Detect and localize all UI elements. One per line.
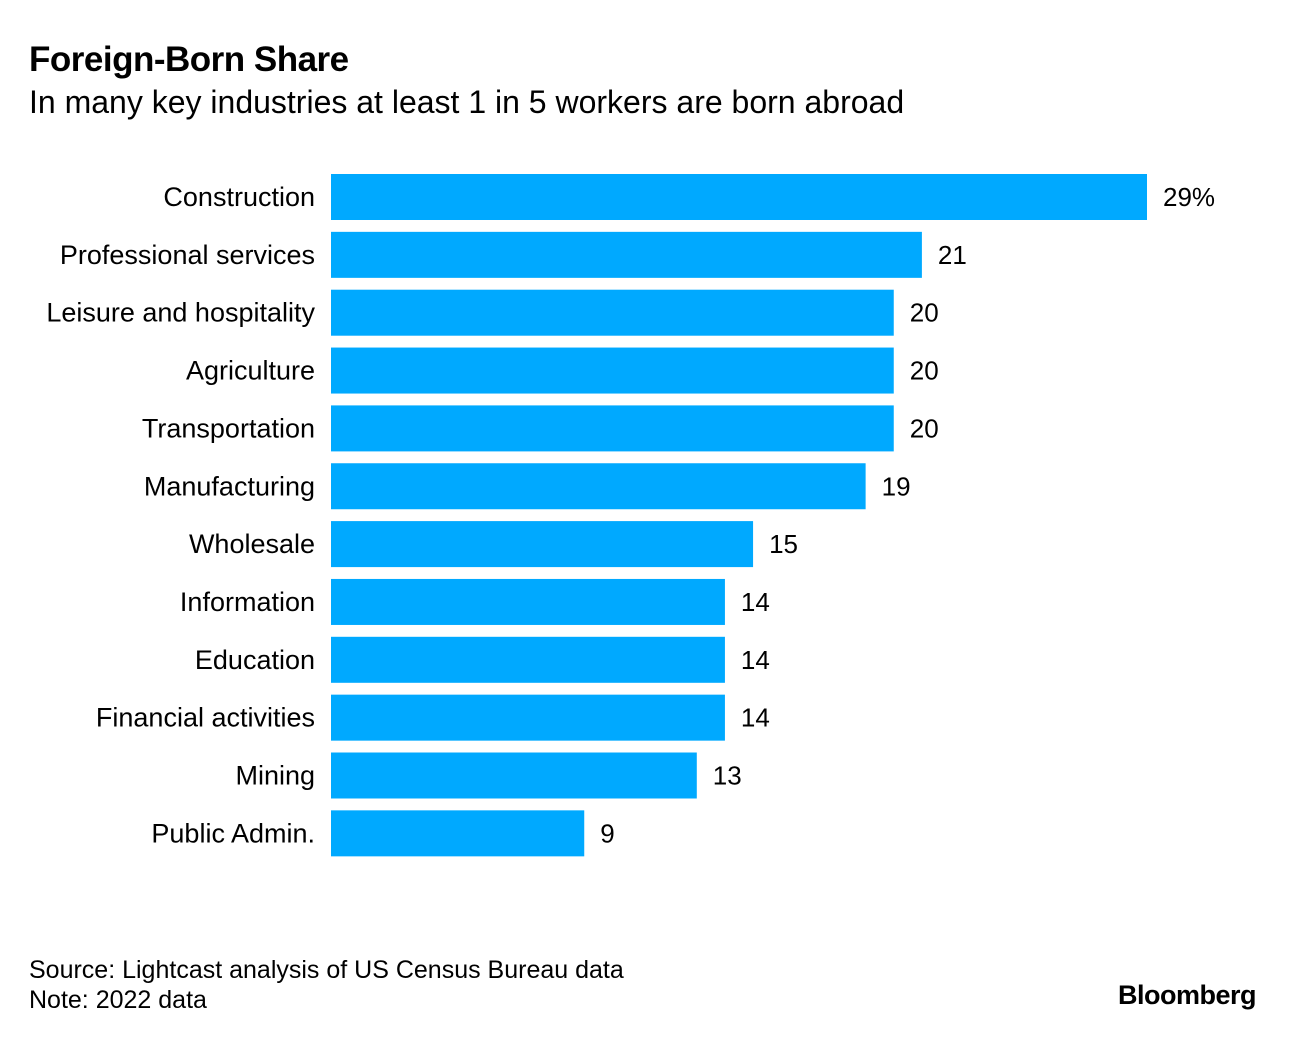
value-label: 14 <box>741 645 770 675</box>
value-label: 29% <box>1163 182 1215 212</box>
bar <box>331 578 725 625</box>
bar <box>331 174 1147 220</box>
bar <box>331 694 725 741</box>
value-label: 20 <box>910 356 939 386</box>
chart-title: Foreign-Born Share <box>29 40 349 79</box>
value-label: 20 <box>910 298 939 328</box>
chart-footnote: Source: Lightcast analysis of US Census … <box>29 955 624 1015</box>
bar <box>331 405 894 452</box>
value-label: 14 <box>741 703 770 733</box>
category-label: Information <box>180 587 315 617</box>
bar <box>331 463 866 510</box>
category-label: Mining <box>235 761 315 791</box>
category-label: Manufacturing <box>144 471 315 501</box>
category-label: Professional services <box>60 240 315 270</box>
bloomberg-logo: Bloomberg <box>1117 980 1257 1010</box>
category-label: Financial activities <box>96 703 315 733</box>
bar <box>331 636 725 683</box>
value-label: 9 <box>600 818 614 848</box>
bar <box>331 810 585 857</box>
category-label: Agriculture <box>186 356 315 386</box>
category-label: Construction <box>163 182 315 212</box>
bar <box>331 347 894 394</box>
bar-chart: Construction 29% Professional services 21 Le… <box>46 174 1215 857</box>
bar <box>331 289 894 336</box>
category-label: Leisure and hospitality <box>46 298 315 328</box>
category-label: Wholesale <box>189 529 315 559</box>
value-label: 13 <box>713 761 742 791</box>
bar <box>331 752 697 799</box>
value-label: 14 <box>741 587 770 617</box>
value-label: 15 <box>769 529 798 559</box>
bar <box>331 521 754 568</box>
bar <box>331 231 922 278</box>
data-note: Note: 2022 data <box>29 986 207 1014</box>
value-label: 19 <box>882 471 911 501</box>
category-label: Transportation <box>142 413 315 443</box>
chart-subtitle: In many key industries at least 1 in 5 w… <box>29 84 905 120</box>
category-label: Public Admin. <box>151 818 315 848</box>
value-label: 20 <box>910 413 939 443</box>
category-label: Education <box>195 645 315 675</box>
source-note: Source: Lightcast analysis of US Census … <box>29 956 624 984</box>
value-label: 21 <box>938 240 967 270</box>
